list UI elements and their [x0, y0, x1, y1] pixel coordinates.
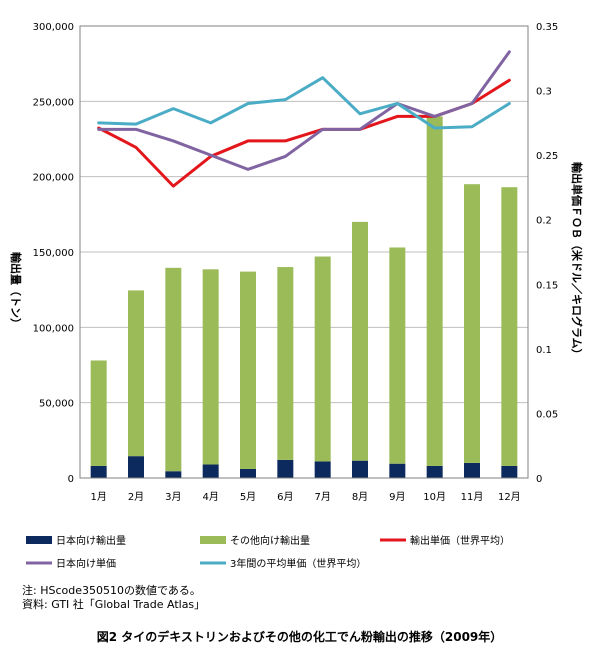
legend-label: 輸出単価（世界平均） [410, 534, 510, 547]
right-axis-title: 輸出単価ＦＯＢ（米ドル／キログラム） [570, 162, 584, 360]
x-tick-label: 1月 [90, 491, 106, 503]
left-tick-label: 250,000 [33, 97, 74, 108]
legend-swatch [26, 536, 52, 544]
right-tick-label: 0.1 [536, 345, 552, 356]
x-tick-label: 6月 [277, 491, 293, 503]
right-tick-label: 0.35 [536, 22, 558, 33]
right-axis-ticks: 0 0.05 0.1 0.15 0.2 0.25 0.3 0.35 [536, 22, 558, 485]
x-tick-label: 5月 [240, 491, 256, 503]
x-tick-label: 3月 [165, 491, 181, 503]
x-axis-ticks: 1月 2月 3月 4月 5月 6月 7月 8月 9月 10月 11月 12月 [90, 491, 520, 503]
legend-label: その他向け輸出量 [230, 534, 310, 547]
legend-label: 3年間の平均単価（世界平均） [230, 557, 366, 570]
x-tick-label: 7月 [314, 491, 330, 503]
bar-japan-volume [277, 459, 294, 478]
bar-other-volume [314, 256, 331, 462]
bar-japan-volume [90, 465, 107, 478]
bar-other-volume [426, 116, 443, 466]
source-line: 資料: GTI 社「Global Trade Atlas」 [22, 598, 206, 611]
right-tick-label: 0 [536, 474, 542, 485]
bar-japan-volume [464, 462, 480, 478]
left-axis-ticks: 0 50,000 100,000 150,000 200,000 250,000 300,0… [33, 22, 74, 485]
line-3yr-avg-price [97, 76, 511, 130]
right-tick-label: 0.25 [536, 151, 558, 162]
bar-other-volume [90, 360, 107, 466]
notes: 注: HScode350510の数値である。 資料: GTI 社「Global … [22, 584, 205, 612]
bar-other-volume [202, 269, 219, 465]
legend: 日本向け輸出量 その他向け輸出量 輸出単価（世界平均） 日本向け単価 3年間の平均単価（… [26, 534, 510, 570]
right-tick-label: 0.05 [536, 409, 558, 420]
chart: 0 50,000 100,000 150,000 200,000 250,000 300,0… [9, 22, 584, 570]
left-tick-label: 300,000 [33, 22, 74, 33]
line-japan-price [97, 50, 511, 171]
bars [90, 116, 518, 478]
plot-frame [79, 25, 529, 479]
bar-other-volume [501, 187, 518, 466]
bar-other-volume [389, 247, 406, 464]
x-tick-label: 2月 [128, 491, 144, 503]
right-tick-label: 0.2 [536, 216, 552, 227]
left-axis-title: 輸出量（トン） [9, 252, 23, 329]
bar-japan-volume [314, 461, 331, 478]
left-tick-label: 150,000 [33, 248, 74, 259]
note-line: 注: HScode350510の数値である。 [22, 584, 201, 597]
bar-other-volume [128, 290, 144, 457]
gridlines [80, 25, 528, 479]
legend-label: 日本向け輸出量 [56, 534, 126, 547]
bar-other-volume [464, 184, 480, 463]
left-tick-label: 0 [68, 474, 74, 485]
bar-japan-volume [426, 465, 443, 478]
bar-japan-volume [128, 456, 144, 478]
x-tick-label: 9月 [389, 491, 405, 503]
right-tick-label: 0.15 [536, 280, 558, 291]
bar-japan-volume [240, 468, 256, 478]
bar-other-volume [165, 267, 182, 472]
left-tick-label: 50,000 [39, 399, 74, 410]
x-tick-label: 12月 [498, 491, 521, 503]
left-tick-label: 100,000 [33, 323, 74, 334]
bar-japan-volume [501, 465, 518, 478]
bar-japan-volume [165, 471, 182, 478]
x-tick-label: 8月 [352, 491, 368, 503]
x-tick-label: 4月 [202, 491, 218, 503]
plot-border [79, 25, 529, 479]
bar-other-volume [277, 267, 294, 460]
lines [97, 50, 511, 188]
left-tick-label: 200,000 [33, 173, 74, 184]
figure-caption: 図2 タイのデキストリンおよびその他の化工でん粉輸出の推移（2009年） [96, 630, 503, 644]
x-tick-label: 10月 [423, 491, 446, 503]
legend-label: 日本向け単価 [56, 557, 116, 570]
bar-other-volume [352, 221, 368, 461]
x-tick-label: 11月 [461, 491, 484, 503]
bar-japan-volume [352, 460, 368, 478]
bar-japan-volume [202, 464, 219, 478]
line-world-avg-price [97, 78, 511, 188]
bar-japan-volume [389, 463, 406, 478]
bar-other-volume [240, 271, 256, 469]
legend-swatch [200, 536, 226, 544]
right-tick-label: 0.3 [536, 87, 552, 98]
